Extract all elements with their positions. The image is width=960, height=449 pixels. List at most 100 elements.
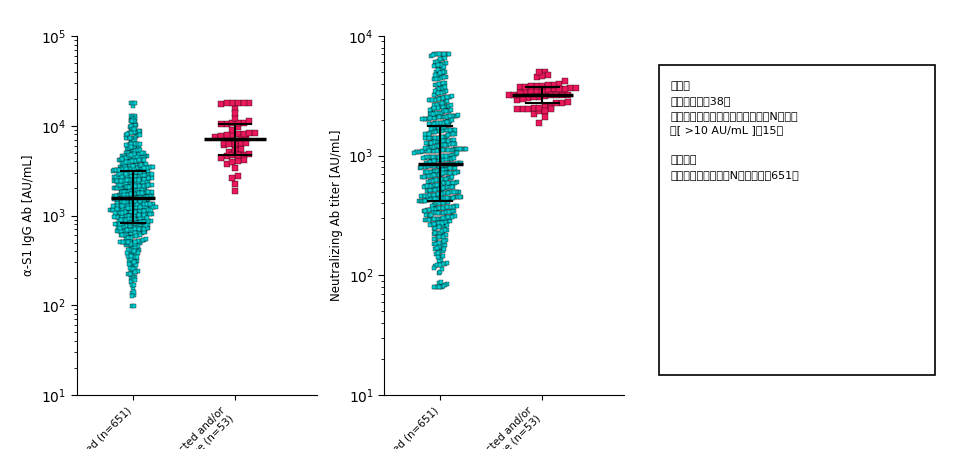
Point [109, 195, 125, 202]
Point [130, 172, 145, 180]
Point [129, 140, 144, 147]
Point [130, 198, 145, 205]
Point [132, 225, 148, 233]
Point [105, 167, 120, 174]
Point [442, 107, 457, 114]
Point [119, 170, 134, 177]
Point [126, 113, 141, 120]
Point [438, 137, 453, 145]
Point [429, 128, 444, 135]
Point [247, 129, 262, 136]
Point [123, 118, 138, 125]
Point [127, 162, 142, 169]
Point [112, 239, 128, 246]
Point [433, 74, 448, 81]
Point [437, 231, 452, 238]
Point [127, 114, 142, 122]
Point [120, 141, 135, 148]
Point [132, 193, 148, 200]
Point [427, 105, 443, 112]
Point [418, 197, 433, 204]
Point [135, 219, 151, 226]
Point [418, 115, 433, 122]
Point [122, 234, 137, 242]
Point [230, 99, 246, 106]
Point [121, 201, 136, 208]
Point [123, 212, 138, 220]
Point [114, 152, 130, 159]
Point [136, 203, 152, 211]
Point [438, 282, 453, 289]
Point [439, 214, 454, 221]
Point [426, 135, 442, 142]
Point [442, 156, 457, 163]
Point [546, 82, 562, 89]
Point [429, 262, 444, 269]
Point [125, 216, 140, 223]
Point [142, 182, 157, 189]
Point [427, 143, 443, 150]
Point [132, 153, 148, 160]
Point [424, 168, 440, 175]
Point [442, 208, 457, 215]
Point [119, 205, 134, 212]
Point [126, 198, 141, 205]
Point [433, 153, 448, 160]
Point [121, 183, 136, 190]
Point [136, 175, 152, 182]
Point [441, 93, 456, 100]
Point [125, 191, 140, 198]
Point [124, 208, 139, 215]
Point [433, 261, 448, 268]
Point [219, 120, 234, 128]
Point [127, 147, 142, 154]
Point [427, 114, 443, 122]
Point [129, 168, 144, 176]
Point [141, 175, 156, 182]
Point [433, 56, 448, 63]
Point [236, 99, 252, 106]
Point [432, 209, 447, 216]
Point [449, 193, 465, 200]
Point [128, 143, 143, 150]
Point [429, 220, 444, 227]
Point [134, 197, 150, 204]
Point [420, 207, 435, 214]
Point [435, 189, 450, 197]
Point [121, 152, 136, 159]
Point [446, 154, 462, 162]
Point [132, 219, 147, 226]
Point [439, 180, 454, 187]
Point [432, 51, 447, 58]
Point [135, 203, 151, 211]
Point [113, 156, 129, 163]
Point [437, 175, 452, 182]
Point [133, 179, 149, 186]
Point [526, 94, 541, 101]
Point [137, 193, 153, 200]
Point [427, 157, 443, 164]
Point [433, 167, 448, 174]
Point [543, 103, 559, 110]
Point [239, 135, 254, 142]
Point [134, 182, 150, 189]
Point [433, 142, 448, 150]
Point [438, 84, 453, 91]
Point [125, 255, 140, 262]
Point [114, 199, 130, 206]
Point [126, 255, 141, 262]
Point [118, 216, 133, 224]
Point [433, 190, 448, 197]
Point [108, 192, 124, 199]
Point [438, 184, 453, 191]
Point [127, 264, 142, 272]
Point [428, 124, 444, 132]
Point [144, 193, 159, 200]
Point [124, 205, 139, 212]
Point [447, 179, 463, 186]
Point [434, 219, 449, 226]
Point [120, 191, 135, 198]
Point [126, 251, 141, 259]
Point [239, 140, 254, 147]
Point [439, 147, 454, 154]
